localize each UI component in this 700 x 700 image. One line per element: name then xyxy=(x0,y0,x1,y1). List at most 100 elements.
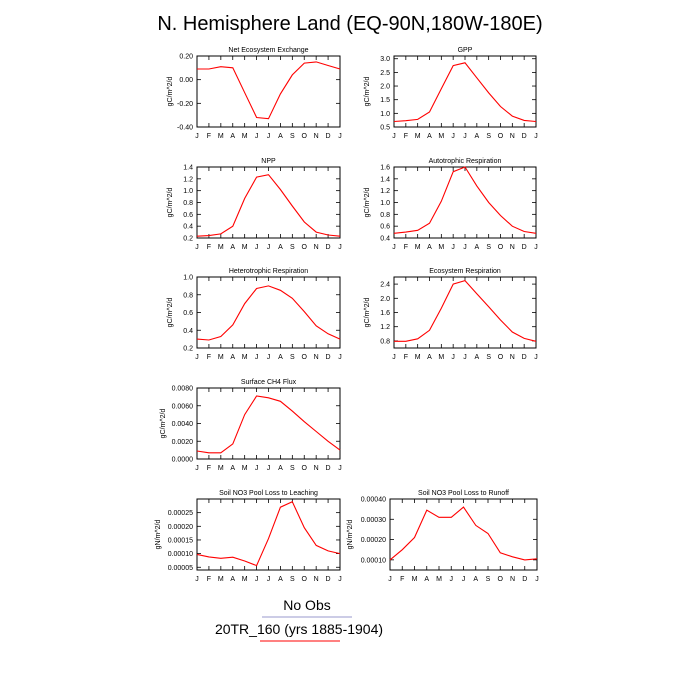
x-tick-label: D xyxy=(326,244,331,251)
x-tick-label: S xyxy=(486,133,491,140)
series-line xyxy=(196,285,341,341)
y-tick-label: 0.8 xyxy=(380,212,390,219)
y-axis-label: gC/m^2/d xyxy=(364,188,371,218)
x-tick-label: A xyxy=(278,133,283,140)
y-tick-label: 0.6 xyxy=(380,224,390,231)
x-tick-label: D xyxy=(522,576,527,583)
x-tick-label: J xyxy=(255,576,259,583)
x-tick-label: S xyxy=(486,244,491,251)
x-tick-label: N xyxy=(510,576,515,583)
y-tick-label: 0.0020 xyxy=(172,439,194,446)
y-tick-label: 0.00005 xyxy=(168,565,193,572)
x-tick-label: M xyxy=(438,354,444,361)
x-tick-label: J xyxy=(338,133,342,140)
x-tick-label: A xyxy=(474,354,479,361)
x-tick-label: J xyxy=(451,133,455,140)
y-tick-label: -0.20 xyxy=(177,101,193,108)
x-tick-label: A xyxy=(278,465,283,472)
y-axis-label: gN/m^2/d xyxy=(347,520,354,550)
x-tick-label: S xyxy=(486,576,491,583)
x-tick-label: M xyxy=(415,244,421,251)
y-tick-label: 0.00030 xyxy=(361,517,386,524)
series-line xyxy=(393,166,537,234)
y-tick-label: 0.00020 xyxy=(361,537,386,544)
y-tick-label: 0.2 xyxy=(183,236,193,243)
x-tick-label: A xyxy=(230,354,235,361)
x-tick-label: A xyxy=(427,244,432,251)
x-tick-label: J xyxy=(451,354,455,361)
x-tick-label: J xyxy=(338,244,342,251)
y-tick-label: 0.6 xyxy=(183,212,193,219)
x-tick-label: J xyxy=(392,244,396,251)
y-tick-label: 0.00010 xyxy=(361,557,386,564)
x-tick-label: J xyxy=(267,133,271,140)
x-tick-label: M xyxy=(436,576,442,583)
panel-title: Autotrophic Respiration xyxy=(429,158,502,165)
x-tick-label: J xyxy=(463,244,467,251)
x-tick-label: D xyxy=(326,133,331,140)
series-line xyxy=(389,506,538,561)
x-tick-label: J xyxy=(267,354,271,361)
x-tick-label: M xyxy=(415,133,421,140)
x-tick-label: O xyxy=(498,133,504,140)
x-tick-label: O xyxy=(302,133,308,140)
y-tick-label: 1.2 xyxy=(380,324,390,331)
x-tick-label: M xyxy=(242,576,248,583)
x-tick-label: A xyxy=(230,576,235,583)
y-axis-label: gC/m^2/d xyxy=(364,298,371,328)
x-tick-label: J xyxy=(267,465,271,472)
y-tick-label: -0.40 xyxy=(177,125,193,132)
x-tick-label: A xyxy=(230,465,235,472)
x-tick-label: D xyxy=(522,354,527,361)
x-tick-label: A xyxy=(474,133,479,140)
y-tick-label: 0.8 xyxy=(380,338,390,345)
x-tick-label: M xyxy=(438,133,444,140)
x-tick-label: O xyxy=(302,354,308,361)
y-tick-label: 0.6 xyxy=(183,310,193,317)
x-tick-label: J xyxy=(195,354,199,361)
x-tick-label: F xyxy=(207,354,211,361)
x-tick-label: N xyxy=(510,354,515,361)
x-tick-label: J xyxy=(534,354,538,361)
y-tick-label: 0.0000 xyxy=(172,457,194,464)
y-tick-label: 0.0080 xyxy=(172,386,194,393)
x-tick-label: M xyxy=(242,465,248,472)
y-tick-label: 0.5 xyxy=(380,125,390,132)
x-tick-label: D xyxy=(522,133,527,140)
x-tick-label: N xyxy=(314,465,319,472)
y-tick-label: 0.4 xyxy=(183,224,193,231)
panel-title: Surface CH4 Flux xyxy=(241,379,297,386)
x-tick-label: S xyxy=(290,465,295,472)
y-tick-label: 0.00040 xyxy=(361,497,386,504)
x-tick-label: A xyxy=(427,133,432,140)
x-tick-label: J xyxy=(534,244,538,251)
x-tick-label: A xyxy=(278,244,283,251)
x-tick-label: F xyxy=(404,244,408,251)
x-tick-label: S xyxy=(290,244,295,251)
x-tick-label: J xyxy=(338,465,342,472)
y-tick-label: 0.0040 xyxy=(172,421,194,428)
x-tick-label: S xyxy=(290,576,295,583)
x-tick-label: M xyxy=(218,244,224,251)
x-tick-label: F xyxy=(207,133,211,140)
y-tick-label: 0.0060 xyxy=(172,403,194,410)
x-tick-label: M xyxy=(218,354,224,361)
x-tick-label: D xyxy=(326,576,331,583)
panel-title: Ecosystem Respiration xyxy=(429,268,501,275)
y-tick-label: 0.4 xyxy=(183,328,193,335)
x-tick-label: M xyxy=(218,576,224,583)
x-tick-label: A xyxy=(427,354,432,361)
x-tick-label: D xyxy=(326,354,331,361)
x-tick-label: J xyxy=(195,244,199,251)
y-tick-label: 2.5 xyxy=(380,70,390,77)
x-tick-label: O xyxy=(302,244,308,251)
x-tick-label: F xyxy=(404,354,408,361)
y-tick-label: 0.8 xyxy=(183,292,193,299)
